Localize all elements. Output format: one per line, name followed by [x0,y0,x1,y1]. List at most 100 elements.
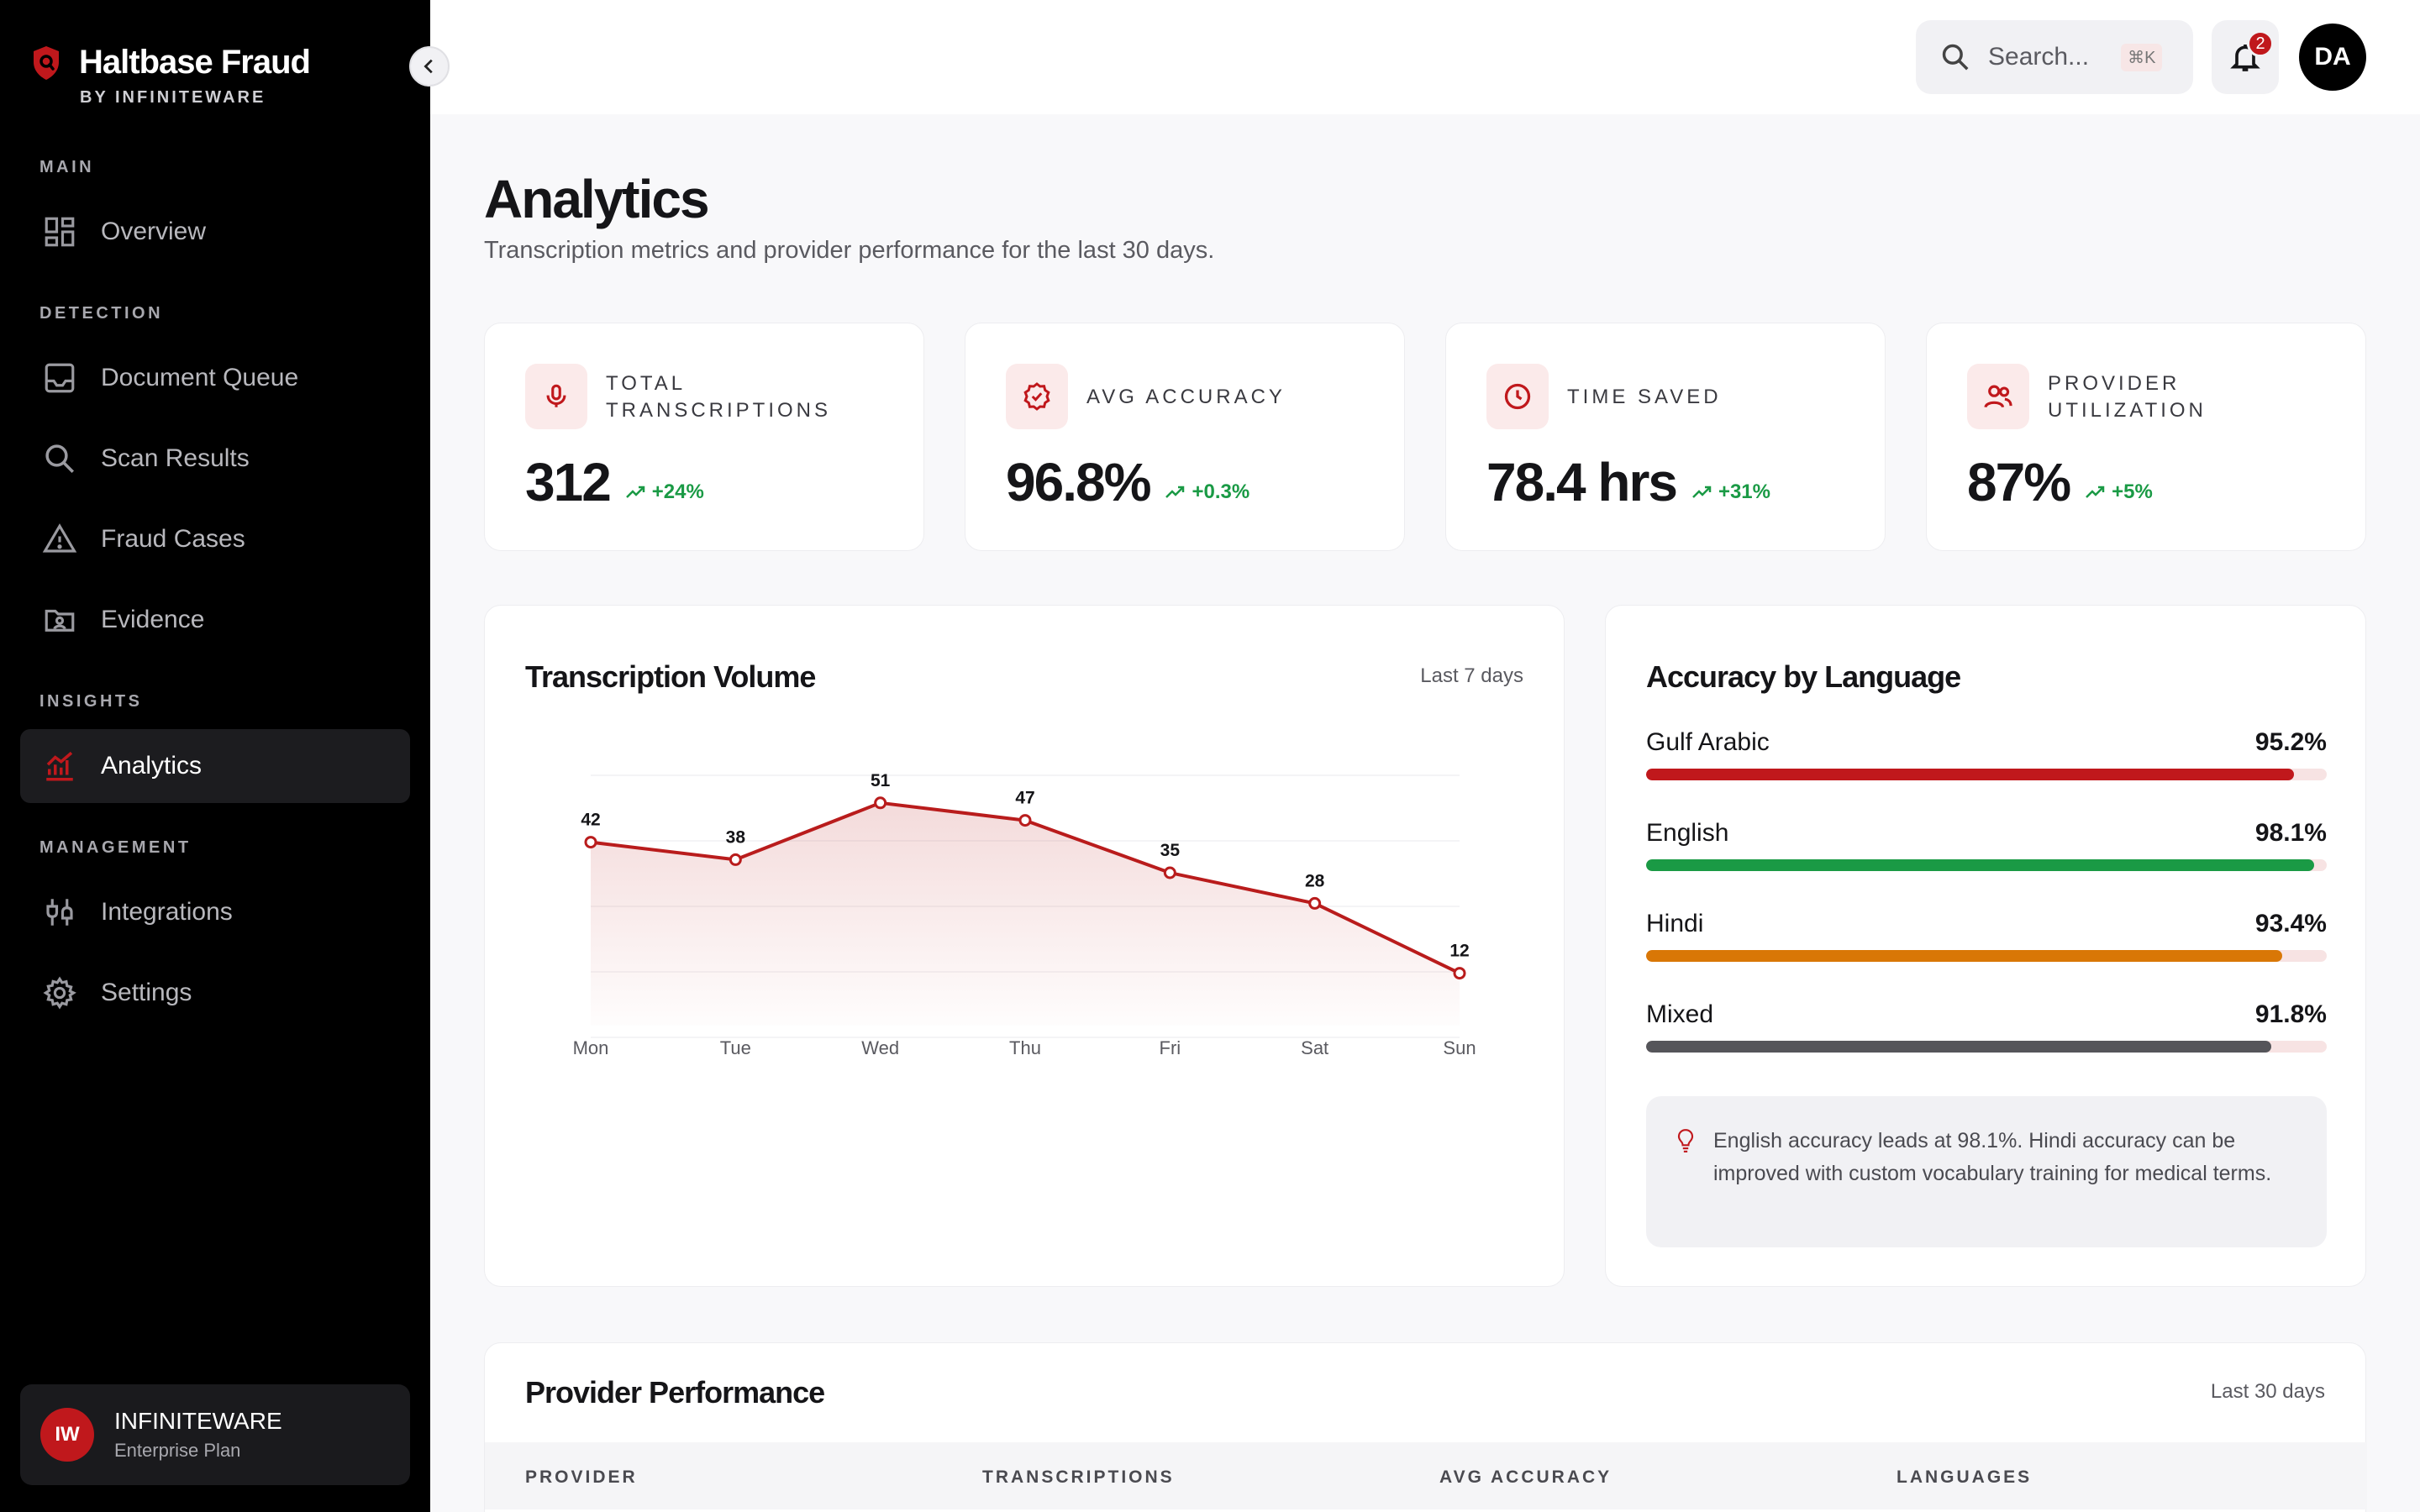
collapse-sidebar-button[interactable] [409,46,450,87]
folder-user-icon [45,609,75,632]
data-point [729,853,742,866]
x-tick-label: Sun [1443,1037,1476,1058]
sidebar-item-overview[interactable]: Overview [20,195,410,269]
accuracy-bar [1646,1041,2327,1053]
data-label: 42 [581,811,600,830]
series-area [591,802,1460,1026]
x-tick-label: Tue [720,1037,751,1058]
column-header-transcriptions[interactable]: TRANSCRIPTIONS [982,1467,1175,1487]
language-name: Hindi [1646,910,1704,937]
brand-title: Haltbase Fraud [79,44,311,81]
data-label: 51 [871,771,891,790]
kpi-delta-value: +24% [651,480,704,503]
sidebar: Haltbase Fraud BY INFINITEWARE MAIN Over… [0,0,430,1512]
data-point [1018,814,1032,827]
notification-count-badge: 2 [2247,30,2274,57]
search-placeholder: Search... [1988,43,2090,71]
search-input[interactable]: Search... ⌘K [1916,20,2193,94]
analytics-chart-icon [46,751,73,781]
x-tick-label: Wed [861,1037,899,1058]
page-subtitle: Transcription metrics and provider perfo… [484,237,1215,264]
inbox-icon [45,363,75,393]
x-tick-label: Fri [1160,1037,1181,1058]
range-selector[interactable]: Last 30 days [2210,1380,2325,1403]
kpi-icon-bg [1486,364,1549,429]
insight-text: English accuracy leads at 98.1%. Hindi a… [1713,1129,2272,1185]
brand[interactable]: Haltbase Fraud BY INFINITEWARE [32,44,311,108]
kpi-label: PROVIDER UTILIZATION [2048,372,2207,422]
panel-title: Transcription Volume [525,659,816,694]
search-shortcut-hint: ⌘K [2121,43,2163,71]
trend-up-icon [1692,486,1712,498]
column-header-avg-accuracy[interactable]: AVG ACCURACY [1439,1467,1612,1487]
org-name: INFINITEWARE [114,1408,282,1434]
gear-icon [43,976,76,1010]
trend-up-icon [625,486,645,498]
data-point [584,836,597,849]
kpi-delta: +24% [625,480,704,504]
provider-performance-panel: Provider Performance Last 30 days PROVID… [484,1342,2367,1512]
shield-logo-icon [34,45,59,80]
data-label: 35 [1160,841,1181,860]
kpi-delta: +0.3% [1165,480,1249,504]
accuracy-bar-fill [1646,1041,2271,1053]
data-point [1163,866,1176,879]
language-name: English [1646,819,1729,847]
sidebar-item-evidence[interactable]: Evidence [20,583,410,657]
panel-title: Accuracy by Language [1646,659,1961,694]
notifications-button[interactable]: 2 [2212,20,2279,94]
table-header: PROVIDER TRANSCRIPTIONS AVG ACCURACY LAN… [485,1442,2367,1509]
kpi-icon-bg [525,364,587,429]
sidebar-item-label: Document Queue [101,364,299,391]
sidebar-item-integrations[interactable]: Integrations [20,875,410,949]
org-switcher[interactable]: IW INFINITEWARE Enterprise Plan [20,1384,410,1485]
accuracy-bar-fill [1646,859,2314,871]
accuracy-bar-fill [1646,769,2295,780]
chevron-left-icon [424,59,433,74]
data-point [874,796,887,810]
sidebar-item-settings[interactable]: Settings [20,956,410,1030]
users-icon [1984,385,2012,408]
section-label-management: MANAGEMENT [39,838,192,857]
kpi-value: 312 [525,452,612,512]
language-accuracy: 91.8% [2254,1000,2327,1028]
kpi-value: 78.4 hrs [1486,452,1678,512]
insight-callout: English accuracy leads at 98.1%. Hindi a… [1646,1096,2327,1247]
kpi-card-total-transcriptions: TOTAL TRANSCRIPTIONS 312 +24% [484,323,924,551]
org-avatar: IW [40,1408,94,1462]
sidebar-item-document-queue[interactable]: Document Queue [20,341,410,415]
sidebar-item-label: Integrations [101,898,233,926]
data-label: 47 [1015,789,1034,808]
kpi-delta-value: +31% [1718,480,1770,503]
lightbulb-icon [1677,1129,1694,1152]
section-label-detection: DETECTION [39,304,164,323]
kpi-label: TOTAL TRANSCRIPTIONS [606,372,832,422]
column-header-provider[interactable]: PROVIDER [525,1467,638,1487]
verified-badge-icon [1023,382,1050,411]
column-header-languages[interactable]: LANGUAGES [1897,1467,2033,1487]
sidebar-item-analytics[interactable]: Analytics [20,729,410,803]
language-name: Mixed [1646,1000,1714,1028]
user-avatar[interactable]: DA [2299,24,2366,91]
kpi-card-time-saved: TIME SAVED 78.4 hrs +31% [1445,323,1886,551]
accuracy-bar-fill [1646,950,2282,962]
kpi-delta-value: +0.3% [1192,480,1250,503]
section-label-insights: INSIGHTS [39,692,143,711]
sidebar-item-label: Fraud Cases [101,525,245,553]
org-plan: Enterprise Plan [114,1440,241,1461]
sidebar-item-fraud-cases[interactable]: Fraud Cases [20,502,410,576]
x-tick-label: Mon [573,1037,609,1058]
kpi-card-avg-accuracy: AVG ACCURACY 96.8% +0.3% [965,323,1405,551]
data-label: 28 [1305,871,1325,890]
sidebar-item-label: Scan Results [101,444,250,472]
warning-triangle-icon [42,523,77,553]
accuracy-by-language-panel: Accuracy by Language Gulf Arabic 95.2% E… [1605,605,2366,1287]
range-selector[interactable]: Last 7 days [1420,664,1523,687]
language-name: Gulf Arabic [1646,728,1770,756]
language-accuracy: 95.2% [2254,728,2327,756]
data-label: 38 [726,827,746,847]
language-row-hindi: Hindi 93.4% [1646,910,2327,962]
kpi-value: 96.8% [1006,452,1151,512]
accuracy-bar [1646,859,2327,871]
sidebar-item-scan-results[interactable]: Scan Results [20,422,410,496]
